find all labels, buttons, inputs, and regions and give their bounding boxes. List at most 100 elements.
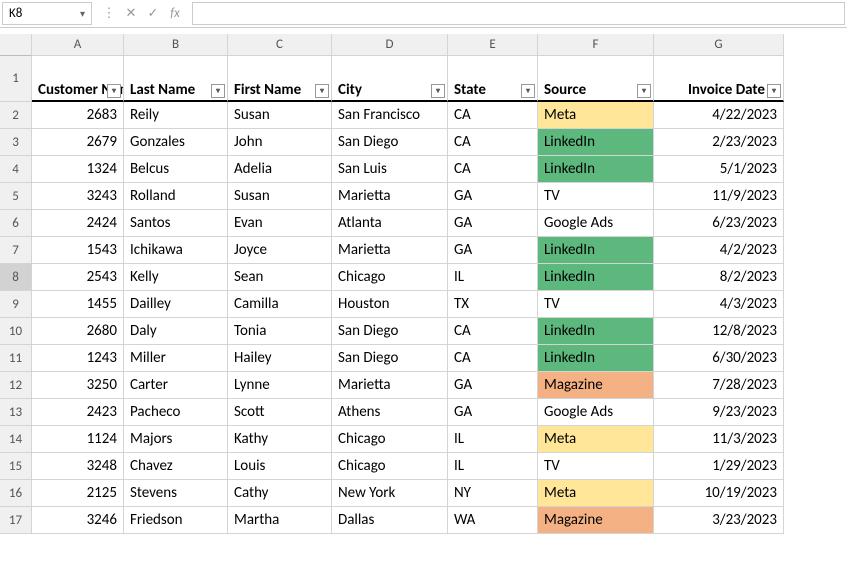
first-name-cell[interactable]: Louis (228, 453, 332, 480)
state-cell[interactable]: CA (448, 345, 538, 372)
chevron-down-icon[interactable]: ▾ (80, 7, 85, 20)
row-header[interactable]: 3 (0, 129, 32, 156)
spreadsheet-grid[interactable]: ABCDEFG1Customer Number▾Last Name▾First … (0, 34, 847, 534)
row-header[interactable]: 11 (0, 345, 32, 372)
state-cell[interactable]: CA (448, 102, 538, 129)
invoice-date-cell[interactable]: 4/3/2023 (654, 291, 784, 318)
source-cell[interactable]: Magazine (538, 372, 654, 399)
last-name-cell[interactable]: Reily (124, 102, 228, 129)
first-name-cell[interactable]: Susan (228, 183, 332, 210)
city-cell[interactable]: Marietta (332, 237, 448, 264)
row-header[interactable]: 8 (0, 264, 32, 291)
column-header[interactable]: E (448, 34, 538, 56)
last-name-cell[interactable]: Rolland (124, 183, 228, 210)
invoice-date-cell[interactable]: 4/2/2023 (654, 237, 784, 264)
last-name-cell[interactable]: Miller (124, 345, 228, 372)
state-cell[interactable]: CA (448, 129, 538, 156)
invoice-date-cell[interactable]: 6/30/2023 (654, 345, 784, 372)
table-header[interactable]: First Name▾ (228, 56, 332, 102)
customer-number-cell[interactable]: 2423 (32, 399, 124, 426)
first-name-cell[interactable]: Evan (228, 210, 332, 237)
city-cell[interactable]: San Diego (332, 318, 448, 345)
first-name-cell[interactable]: Camilla (228, 291, 332, 318)
state-cell[interactable]: IL (448, 453, 538, 480)
cancel-icon[interactable]: ✕ (122, 6, 140, 21)
filter-dropdown-icon[interactable]: ▾ (431, 84, 445, 98)
row-header[interactable]: 1 (0, 56, 32, 102)
customer-number-cell[interactable]: 2680 (32, 318, 124, 345)
state-cell[interactable]: IL (448, 264, 538, 291)
city-cell[interactable]: Athens (332, 399, 448, 426)
source-cell[interactable]: LinkedIn (538, 345, 654, 372)
state-cell[interactable]: GA (448, 372, 538, 399)
source-cell[interactable]: TV (538, 291, 654, 318)
source-cell[interactable]: LinkedIn (538, 156, 654, 183)
first-name-cell[interactable]: Sean (228, 264, 332, 291)
row-header[interactable]: 16 (0, 480, 32, 507)
source-cell[interactable]: TV (538, 183, 654, 210)
customer-number-cell[interactable]: 1324 (32, 156, 124, 183)
last-name-cell[interactable]: Gonzales (124, 129, 228, 156)
first-name-cell[interactable]: Tonia (228, 318, 332, 345)
first-name-cell[interactable]: Hailey (228, 345, 332, 372)
last-name-cell[interactable]: Majors (124, 426, 228, 453)
first-name-cell[interactable]: Lynne (228, 372, 332, 399)
invoice-date-cell[interactable]: 6/23/2023 (654, 210, 784, 237)
last-name-cell[interactable]: Pacheco (124, 399, 228, 426)
filter-dropdown-icon[interactable]: ▾ (315, 84, 329, 98)
last-name-cell[interactable]: Chavez (124, 453, 228, 480)
table-header[interactable]: Invoice Date▾ (654, 56, 784, 102)
customer-number-cell[interactable]: 3250 (32, 372, 124, 399)
name-box[interactable]: K8 ▾ (2, 2, 92, 25)
customer-number-cell[interactable]: 2424 (32, 210, 124, 237)
row-header[interactable]: 5 (0, 183, 32, 210)
customer-number-cell[interactable]: 1543 (32, 237, 124, 264)
source-cell[interactable]: Meta (538, 480, 654, 507)
row-header[interactable]: 17 (0, 507, 32, 534)
city-cell[interactable]: Atlanta (332, 210, 448, 237)
customer-number-cell[interactable]: 2543 (32, 264, 124, 291)
column-header[interactable]: C (228, 34, 332, 56)
first-name-cell[interactable]: Martha (228, 507, 332, 534)
invoice-date-cell[interactable]: 10/19/2023 (654, 480, 784, 507)
invoice-date-cell[interactable]: 7/28/2023 (654, 372, 784, 399)
state-cell[interactable]: IL (448, 426, 538, 453)
row-header[interactable]: 4 (0, 156, 32, 183)
invoice-date-cell[interactable]: 3/23/2023 (654, 507, 784, 534)
column-header[interactable]: F (538, 34, 654, 56)
city-cell[interactable]: Chicago (332, 426, 448, 453)
source-cell[interactable]: LinkedIn (538, 129, 654, 156)
filter-dropdown-icon[interactable]: ▾ (637, 84, 651, 98)
first-name-cell[interactable]: Scott (228, 399, 332, 426)
row-header[interactable]: 13 (0, 399, 32, 426)
first-name-cell[interactable]: Kathy (228, 426, 332, 453)
last-name-cell[interactable]: Kelly (124, 264, 228, 291)
state-cell[interactable]: GA (448, 237, 538, 264)
customer-number-cell[interactable]: 1243 (32, 345, 124, 372)
first-name-cell[interactable]: John (228, 129, 332, 156)
invoice-date-cell[interactable]: 4/22/2023 (654, 102, 784, 129)
state-cell[interactable]: GA (448, 399, 538, 426)
formula-input[interactable] (192, 2, 845, 25)
customer-number-cell[interactable]: 3243 (32, 183, 124, 210)
state-cell[interactable]: WA (448, 507, 538, 534)
row-header[interactable]: 12 (0, 372, 32, 399)
row-header[interactable]: 9 (0, 291, 32, 318)
source-cell[interactable]: TV (538, 453, 654, 480)
source-cell[interactable]: Magazine (538, 507, 654, 534)
city-cell[interactable]: San Luis (332, 156, 448, 183)
last-name-cell[interactable]: Ichikawa (124, 237, 228, 264)
select-all-corner[interactable] (0, 34, 32, 56)
source-cell[interactable]: LinkedIn (538, 264, 654, 291)
first-name-cell[interactable]: Adelia (228, 156, 332, 183)
customer-number-cell[interactable]: 2683 (32, 102, 124, 129)
last-name-cell[interactable]: Belcus (124, 156, 228, 183)
last-name-cell[interactable]: Carter (124, 372, 228, 399)
filter-dropdown-icon[interactable]: ▾ (521, 84, 535, 98)
column-header[interactable]: A (32, 34, 124, 56)
source-cell[interactable]: Meta (538, 102, 654, 129)
filter-dropdown-icon[interactable]: ▾ (767, 84, 781, 98)
source-cell[interactable]: LinkedIn (538, 237, 654, 264)
table-header[interactable]: City▾ (332, 56, 448, 102)
table-header[interactable]: Source▾ (538, 56, 654, 102)
